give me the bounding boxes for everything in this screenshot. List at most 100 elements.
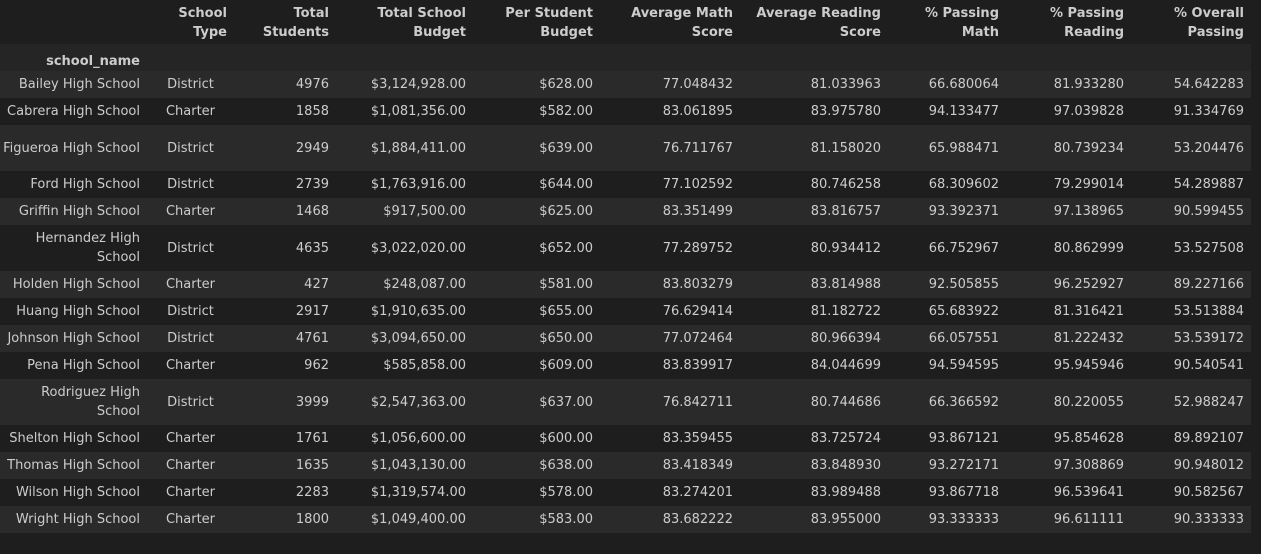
index-name-row: school_name [0,44,1251,71]
cell-reading: 83.848930 [810,458,881,473]
cell-pass-math: 93.333333 [928,512,999,527]
cell-pass-reading: 95.945946 [1053,358,1124,373]
cell-pass-math: 65.988471 [928,140,999,156]
column-header: Average Math Score [631,6,733,40]
row-index-school-name: Huang High School [16,304,140,319]
cell-pass-math: 66.057551 [928,331,999,346]
cell-overall: 54.289887 [1173,177,1244,192]
column-header: Average Reading Score [756,6,881,40]
school-summary-table: School Type Total Students Total School … [0,0,1251,533]
cell-budget: $2,547,363.00 [370,394,466,410]
cell-overall: 90.540541 [1173,358,1244,373]
cell-per-student: $639.00 [539,140,593,156]
cell-pass-reading: 96.539641 [1053,485,1124,500]
cell-overall: 52.988247 [1173,394,1244,410]
cell-math: 83.351499 [662,204,733,219]
cell-students: 2917 [295,304,329,319]
cell-math: 77.048432 [662,77,733,92]
cell-students: 2739 [295,177,329,192]
cell-pass-math: 93.392371 [928,204,999,219]
cell-reading: 83.955000 [810,512,881,527]
table-row: Wilson High School Charter 2283 $1,319,574.… [0,479,1251,506]
cell-per-student: $581.00 [539,277,593,292]
row-index-school-name: Thomas High School [7,458,140,473]
cell-overall: 89.227166 [1173,277,1244,292]
cell-pass-reading: 96.611111 [1053,512,1124,527]
cell-per-student: $582.00 [539,104,593,119]
cell-overall: 53.527508 [1173,240,1244,256]
table-row: Figueroa High School District 2949 $1,884,4… [0,125,1251,171]
column-header: Per Student Budget [505,6,593,40]
table-row: Griffin High School Charter 1468 $917,500.0… [0,198,1251,225]
column-header: Total Students [262,6,329,40]
cell-pass-math: 94.594595 [928,358,999,373]
column-header: Total School Budget [377,6,466,40]
cell-pass-math: 92.505855 [928,277,999,292]
cell-per-student: $628.00 [539,77,593,92]
cell-math: 83.418349 [662,458,733,473]
cell-reading: 83.975780 [810,104,881,119]
table-row: Cabrera High School Charter 1858 $1,081,356… [0,98,1251,125]
column-header: School Type [178,6,227,40]
cell-budget: $1,763,916.00 [370,177,466,192]
cell-students: 3999 [295,394,329,410]
cell-type: Charter [165,458,216,473]
cell-type: District [167,177,214,192]
cell-type: District [167,394,214,410]
cell-reading: 81.182722 [810,304,881,319]
cell-budget: $3,124,928.00 [370,77,466,92]
cell-reading: 84.044699 [810,358,881,373]
cell-type: District [167,77,214,92]
cell-budget: $1,910,635.00 [370,304,466,319]
cell-pass-math: 66.366592 [928,394,999,410]
row-index-school-name: Pena High School [27,358,140,373]
cell-reading: 80.746258 [810,177,881,192]
cell-budget: $1,049,400.00 [370,512,466,527]
cell-type: Charter [165,358,216,373]
cell-students: 427 [304,277,329,292]
cell-budget: $3,094,650.00 [370,331,466,346]
cell-students: 1635 [295,458,329,473]
cell-math: 77.072464 [662,331,733,346]
cell-budget: $917,500.00 [383,204,466,219]
table-row: Rodriguez High School District 3999 $2,547,… [0,379,1251,425]
row-index-school-name: Hernandez High School [35,231,140,265]
cell-type: Charter [165,104,216,119]
cell-math: 83.274201 [662,485,733,500]
cell-students: 962 [304,358,329,373]
cell-math: 83.061895 [662,104,733,119]
cell-type: Charter [165,485,216,500]
cell-math: 83.359455 [662,431,733,446]
cell-pass-reading: 96.252927 [1053,277,1124,292]
cell-type: Charter [165,204,216,219]
cell-pass-math: 94.133477 [928,104,999,119]
column-header-row: School Type Total Students Total School … [0,0,1251,44]
cell-pass-math: 65.683922 [928,304,999,319]
table-row: Thomas High School Charter 1635 $1,043,130.… [0,452,1251,479]
cell-students: 1858 [295,104,329,119]
cell-students: 2283 [295,485,329,500]
table-body: Bailey High School District 4976 $3,124,928… [0,71,1251,533]
cell-pass-math: 93.272171 [928,458,999,473]
table-row: Shelton High School Charter 1761 $1,056,600… [0,425,1251,452]
cell-pass-reading: 80.220055 [1053,394,1124,410]
table-row: Pena High School Charter 962 $585,858.00 $60… [0,352,1251,379]
table-row: Hernandez High School District 4635 $3,022,… [0,225,1251,271]
cell-overall: 53.513884 [1173,304,1244,319]
cell-math: 77.289752 [662,240,733,256]
cell-math: 77.102592 [662,177,733,192]
cell-per-student: $637.00 [539,394,593,410]
cell-per-student: $600.00 [539,431,593,446]
cell-pass-reading: 97.039828 [1053,104,1124,119]
cell-type: District [167,331,214,346]
cell-per-student: $652.00 [539,240,593,256]
index-name-label: school_name [0,44,147,71]
cell-pass-reading: 95.854628 [1053,431,1124,446]
cell-pass-reading: 97.308869 [1053,458,1124,473]
cell-type: District [167,140,214,156]
cell-type: Charter [165,512,216,527]
cell-pass-math: 66.752967 [928,240,999,256]
cell-per-student: $638.00 [539,458,593,473]
cell-reading: 81.158020 [810,140,881,156]
